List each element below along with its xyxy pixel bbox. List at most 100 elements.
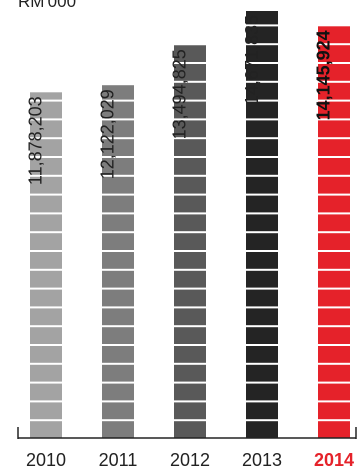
bar-separator [30,400,62,403]
bar-separator [246,419,278,422]
bar-separator [318,137,350,140]
bar-separator [318,43,350,46]
bar-separator [102,287,134,290]
bar-separator [174,99,206,102]
bar-separator [246,268,278,271]
bar-separator [102,325,134,328]
bar-separator [30,137,62,140]
unit-label: RM'000 [18,0,76,11]
bar-2013 [246,11,278,438]
bar-separator [174,419,206,422]
bar-separator [30,174,62,177]
bar-separator [102,231,134,234]
bar-separator [246,344,278,346]
bar-separator [174,62,206,64]
bar-separator [174,362,206,365]
bar-separator [318,118,350,121]
bar-separator [30,381,62,384]
x-tick-label-2014: 2014 [314,450,354,470]
bar-separator [174,287,206,290]
bar-separator [318,174,350,177]
value-label-2014: 14,145,924 [314,30,334,120]
bar-separator [102,268,134,271]
x-tick-label-2013: 2013 [242,450,282,470]
bar-separator [30,212,62,215]
bar-separator [174,400,206,403]
bar-separator [102,174,134,177]
bar-separator [30,325,62,328]
bar-separator [30,118,62,121]
x-tick-label-2012: 2012 [170,450,210,470]
bar-2010 [30,92,62,438]
bar-separator [174,250,206,252]
bar-separator [246,174,278,177]
bar-separator [246,325,278,328]
bar-separator [174,193,206,196]
bar-separator [246,80,278,83]
bar-separator [30,99,62,102]
bar-separator [318,156,350,158]
bar-separator [246,250,278,252]
bar-separator [318,99,350,102]
bar-separator [174,325,206,328]
bar-separator [174,306,206,309]
bar-separator [30,362,62,365]
bar-separator [246,231,278,234]
bar-separator [102,156,134,158]
bar-separator [318,362,350,365]
bar-separator [246,306,278,309]
bar-separator [246,212,278,215]
bars-group [30,11,350,439]
bar-separator [318,400,350,403]
bar-separator [318,250,350,252]
bar-separator [102,362,134,365]
bar-separator [30,231,62,234]
bar-separator [102,400,134,403]
bar-separator [246,156,278,158]
bar-separator [102,250,134,252]
bar-separator [246,287,278,290]
bar-separator [174,212,206,215]
bar-separator [102,419,134,422]
bar-separator [246,362,278,365]
x-axis [17,427,357,439]
value-label-2013: 14,671,835 [242,15,262,105]
bar-separator [30,193,62,196]
bar-separator [174,137,206,140]
bar-separator [318,419,350,422]
bar-separator [174,381,206,384]
bar-separator [30,419,62,422]
bar-separator [174,231,206,234]
bar-separator [246,118,278,121]
bar-separator [246,62,278,64]
bar-2012 [174,45,206,438]
bar-separator [246,381,278,384]
bar-separator [102,306,134,309]
bar-separator [318,80,350,83]
bar-separator [246,43,278,46]
bar-separator [102,99,134,102]
bar-separator [30,250,62,252]
bar-separator [246,137,278,140]
bar-separator [246,400,278,403]
labels-group: 11,878,203 2010 12,122,029 2011 13,494,825 20… [26,15,354,470]
bar-separator [318,193,350,196]
bar-separator [318,344,350,346]
value-label-2012: 13,494,825 [170,49,190,139]
value-label-2011: 12,122,029 [98,89,118,179]
bar-separator [174,80,206,83]
bar-separator [174,268,206,271]
bar-separator [246,193,278,196]
bar-separator [102,381,134,384]
x-tick-label-2011: 2011 [99,450,138,470]
bar-separator [30,156,62,158]
bar-fill [30,92,62,438]
bar-separator [246,24,278,27]
bar-separator [30,268,62,271]
bar-separator [30,287,62,290]
bar-separator [318,287,350,290]
bar-separator [174,174,206,177]
bar-2014 [318,26,350,439]
x-tick-label-2010: 2010 [26,450,66,470]
